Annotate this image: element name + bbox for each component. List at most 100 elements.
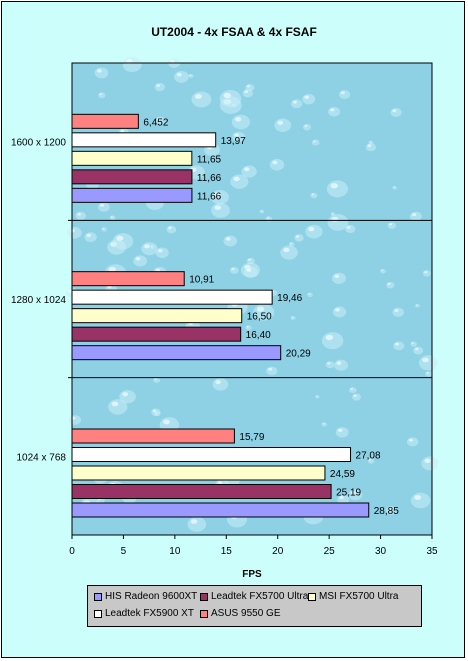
texture-droplet	[97, 202, 110, 212]
texture-droplet	[174, 71, 189, 83]
legend-item: ASUS 9550 GE	[200, 608, 280, 619]
texture-droplet	[413, 346, 424, 355]
texture-droplet	[290, 316, 296, 321]
legend-label: HIS Radeon 9600XT	[105, 591, 198, 602]
texture-droplet	[191, 91, 212, 108]
bar-value-label: 16,40	[246, 330, 271, 341]
bar-value-label: 16,50	[247, 312, 272, 323]
texture-highlight	[99, 203, 105, 207]
texture-droplet	[94, 67, 109, 79]
bar	[71, 169, 193, 185]
x-tick-label: 0	[69, 546, 75, 557]
texture-droplet	[422, 270, 431, 277]
texture-highlight	[246, 85, 251, 88]
texture-droplet	[331, 272, 346, 284]
texture-droplet	[321, 422, 328, 427]
bar	[71, 484, 332, 499]
texture-highlight	[313, 140, 316, 143]
texture-droplet	[133, 255, 148, 267]
texture-highlight	[408, 438, 413, 442]
texture-highlight	[268, 367, 273, 371]
texture-highlight	[260, 210, 263, 212]
texture-highlight	[289, 242, 292, 245]
texture-highlight	[412, 213, 417, 217]
texture-highlight	[99, 93, 103, 96]
texture-droplet	[288, 242, 295, 247]
texture-highlight	[244, 90, 249, 93]
plot-area: 1600 x 1200 11,66 11,66 11,65 13,97 6,452 1280…	[11, 56, 439, 557]
texture-highlight	[337, 428, 343, 432]
bar	[71, 113, 139, 129]
texture-droplet	[122, 56, 142, 73]
texture-highlight	[424, 271, 428, 274]
texture-highlight	[340, 91, 345, 95]
texture-highlight	[154, 378, 157, 380]
texture-highlight	[135, 257, 141, 261]
x-tick-label: 20	[272, 546, 284, 557]
texture-highlight	[350, 388, 354, 390]
texture-highlight	[217, 481, 223, 485]
bar-value-label: 13,97	[221, 136, 246, 147]
texture-highlight	[283, 247, 290, 253]
texture-highlight	[150, 245, 153, 247]
texture-droplet	[406, 437, 419, 447]
texture-highlight	[266, 217, 270, 219]
x-tick-label: 35	[426, 546, 438, 557]
texture-droplet	[409, 211, 422, 222]
texture-highlight	[102, 227, 105, 230]
texture-highlight	[107, 285, 112, 289]
texture-highlight	[246, 326, 249, 328]
bar-value-label: 24,59	[330, 469, 355, 480]
texture-droplet	[265, 216, 273, 222]
texture-highlight	[392, 109, 397, 113]
texture-highlight	[367, 144, 372, 147]
texture-highlight	[353, 394, 357, 397]
texture-droplet	[418, 355, 438, 371]
texture-droplet	[269, 158, 285, 171]
texture-highlight	[246, 268, 252, 272]
bar	[71, 465, 326, 481]
x-tick-label: 5	[121, 546, 127, 557]
bar	[71, 132, 217, 148]
bar-value-label: 11,65	[197, 154, 222, 165]
x-tick-label: 30	[375, 546, 387, 557]
legend-swatch	[308, 592, 316, 601]
texture-droplet	[166, 225, 177, 234]
texture-droplet	[307, 292, 313, 298]
texture-droplet	[311, 139, 320, 146]
texture-highlight	[163, 419, 170, 425]
texture-droplet	[154, 82, 165, 92]
texture-droplet	[230, 174, 249, 189]
texture-highlight	[152, 409, 157, 413]
texture-droplet	[390, 107, 402, 118]
bar-value-label: 15,79	[239, 432, 264, 443]
texture-droplet	[410, 492, 431, 509]
texture-highlight	[346, 226, 351, 229]
y-tick-label: 1600 x 1200	[11, 138, 66, 149]
texture-droplet	[392, 307, 404, 317]
bar-value-label: 11,66	[197, 191, 222, 202]
bar	[71, 447, 352, 462]
texture-highlight	[308, 226, 315, 232]
texture-highlight	[176, 72, 182, 77]
texture-droplet	[325, 361, 335, 369]
texture-droplet	[294, 234, 304, 242]
texture-highlight	[394, 309, 399, 312]
bar	[71, 345, 282, 361]
texture-highlight	[387, 507, 392, 511]
texture-droplet	[150, 245, 155, 249]
texture-highlight	[311, 193, 315, 196]
texture-highlight	[325, 334, 334, 341]
texture-droplet	[335, 427, 349, 438]
y-tick-label: 1024 x 768	[17, 452, 67, 463]
texture-droplet	[315, 395, 320, 399]
texture-droplet	[219, 90, 242, 108]
texture-highlight	[214, 192, 221, 197]
texture-droplet	[310, 192, 318, 199]
legend-item: MSI FX5700 Ultra	[308, 591, 398, 602]
texture-droplet	[187, 516, 207, 532]
texture-droplet	[246, 257, 255, 265]
texture-droplet	[415, 303, 420, 308]
texture-highlight	[422, 357, 429, 363]
texture-droplet	[321, 332, 344, 350]
